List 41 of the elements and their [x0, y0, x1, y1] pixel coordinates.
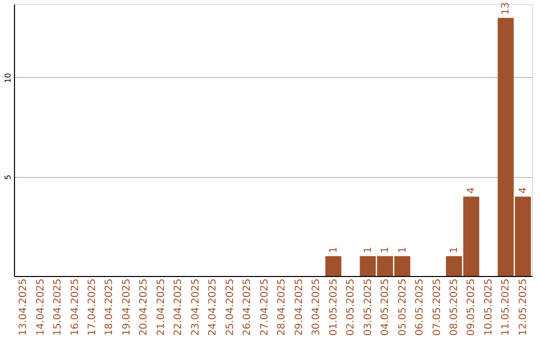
y-tick-label: 10 [4, 72, 12, 84]
x-tick-label: 23.04.2025 [190, 278, 202, 336]
x-tick-label: 19.04.2025 [121, 278, 132, 336]
x-tick-label: 14.04.2025 [35, 278, 46, 336]
x-tick-label: 22.04.2025 [173, 278, 184, 336]
x-tick-label: 02.05.2025 [346, 278, 357, 336]
x-tick-label: 09.05.2025 [466, 278, 478, 336]
y-tick-label: 5 [4, 174, 12, 180]
x-tick-label: 06.05.2025 [414, 278, 426, 336]
data-label: 1 [397, 246, 408, 254]
x-tick-label: 28.04.2025 [276, 278, 288, 336]
x-tick-label: 05.05.2025 [397, 278, 408, 336]
data-label: 1 [380, 246, 392, 254]
x-tick-label: 24.04.2025 [208, 278, 219, 336]
x-tick-label: 15.04.2025 [52, 278, 64, 336]
x-tick-label: 25.04.2025 [224, 278, 236, 336]
x-tick-label: 12.05.2025 [518, 278, 529, 336]
x-tick-label: 18.04.2025 [104, 278, 116, 336]
data-label: 1 [362, 246, 374, 254]
data-label: 1 [328, 246, 340, 254]
x-tick-label: 16.04.2025 [70, 278, 81, 336]
x-tick-label: 11.05.2025 [500, 278, 512, 336]
x-tick-label: 27.04.2025 [259, 278, 270, 336]
bar [325, 256, 342, 276]
x-tick-label: 17.04.2025 [87, 278, 98, 336]
x-tick-label: 08.05.2025 [449, 278, 460, 336]
x-tick-label: 30.04.2025 [311, 278, 322, 336]
data-label: 4 [466, 187, 478, 194]
x-tick-label: 03.05.2025 [362, 278, 374, 336]
x-tick-label: 29.04.2025 [294, 278, 305, 336]
x-tick-label: 26.04.2025 [242, 278, 254, 336]
x-tick-label: 01.05.2025 [328, 278, 340, 336]
data-label: 4 [518, 187, 529, 194]
x-tick-label: 21.04.2025 [156, 278, 167, 336]
x-tick-label: 04.05.2025 [380, 278, 392, 336]
x-tick-label: 20.04.2025 [138, 278, 150, 336]
data-label: 13 [500, 2, 512, 15]
x-tick-label: 13.04.2025 [18, 278, 30, 336]
x-tick-label: 07.05.2025 [432, 278, 443, 336]
x-tick-label: 10.05.2025 [483, 278, 494, 336]
data-label: 1 [449, 246, 460, 254]
